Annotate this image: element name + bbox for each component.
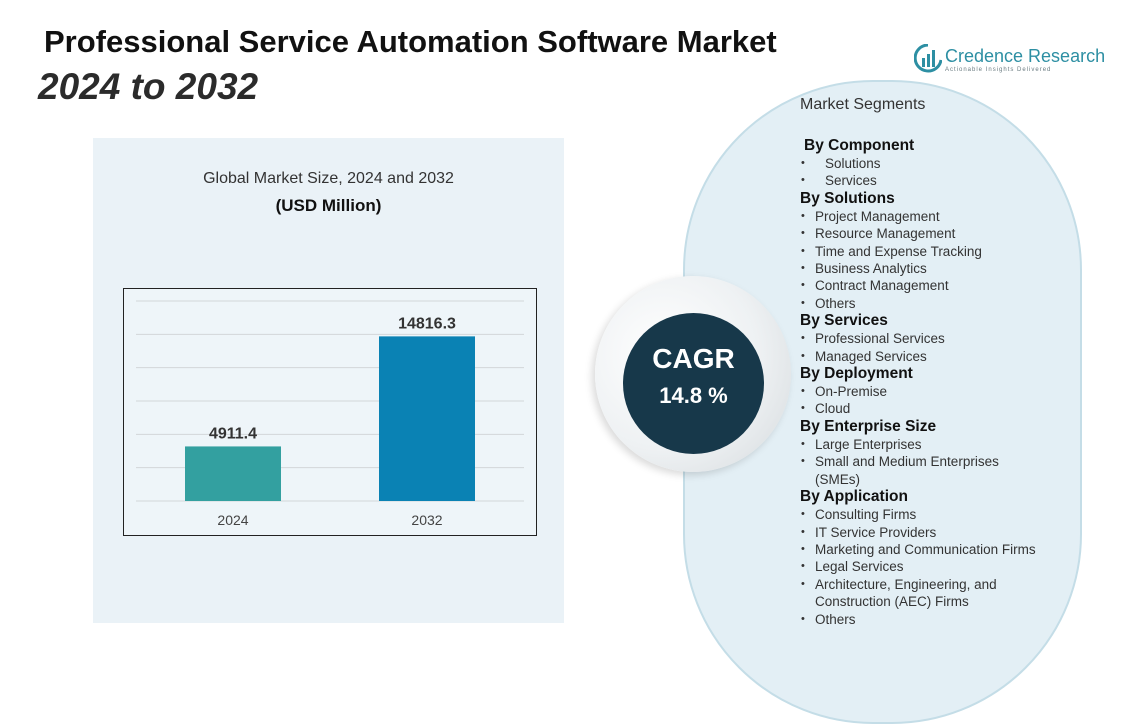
bar-chart: 4911.4 2024 14816.3 2032 [123, 288, 537, 536]
segment-item: Large Enterprises [800, 436, 1040, 454]
segment-item: Solutions [800, 155, 1040, 173]
segments-heading: Market Segments [800, 96, 926, 113]
segment-group-title: By Solutions [800, 189, 895, 207]
cagr-value: 14.8 % [659, 383, 728, 408]
segment-group-title: By Application [800, 488, 908, 506]
segment-item: Project Management [800, 208, 1040, 226]
bar-2032 [379, 336, 475, 501]
segment-item: Others [800, 295, 1040, 313]
bar-chart-logo-icon [914, 44, 942, 73]
chart-unit: (USD Million) [275, 196, 382, 215]
segment-group: By ServicesProfessional ServicesManaged … [800, 312, 1040, 365]
segment-group: By DeploymentOn-PremiseCloud [800, 365, 1040, 418]
segment-item: IT Service Providers [800, 524, 1040, 542]
segment-group: By ComponentSolutionsServices [800, 137, 1040, 190]
segment-item: Consulting Firms [800, 506, 1040, 524]
bar-2024 [185, 446, 281, 501]
cagr-label: CAGR [652, 343, 735, 374]
segment-group-title: By Component [804, 137, 915, 154]
page-subtitle: 2024 to 2032 [38, 66, 259, 107]
segment-group: By Enterprise SizeLarge EnterprisesSmall… [800, 418, 1040, 488]
segments-list: By ComponentSolutionsServicesBy Solution… [800, 137, 1040, 628]
segment-group: By ApplicationConsulting FirmsIT Service… [800, 488, 1040, 628]
cagr-badge: CAGR 14.8 % [623, 313, 764, 454]
segment-item: Managed Services [800, 348, 1040, 366]
x-tick-label: 2032 [411, 512, 442, 528]
segment-item: Professional Services [800, 330, 1040, 348]
segment-group-title: By Services [800, 312, 888, 330]
chart-caption: Global Market Size, 2024 and 2032 [203, 170, 454, 187]
page-title: Professional Service Automation Software… [44, 24, 777, 59]
chart-panel: Global Market Size, 2024 and 2032 (USD M… [93, 138, 564, 623]
segment-item: Business Analytics [800, 260, 1040, 278]
bar-chart-svg: 4911.4 2024 14816.3 2032 [136, 300, 524, 528]
segment-item: Cloud [800, 400, 1040, 418]
bar-value-label: 14816.3 [398, 315, 456, 332]
brand-logo: Credence Research Actionable Insights De… [914, 44, 1105, 78]
segment-group: By SolutionsProject ManagementResource M… [800, 189, 1040, 313]
segment-item: Resource Management [800, 225, 1040, 243]
segment-item: Small and Medium Enterprises (SMEs) [800, 453, 1040, 488]
segment-item: Contract Management [800, 277, 1040, 295]
segment-item: Marketing and Communication Firms [800, 541, 1040, 559]
segment-item: Architecture, Engineering, and Construct… [800, 576, 1040, 611]
logo-name: Credence Research [945, 46, 1106, 66]
segment-item: Time and Expense Tracking [800, 243, 1040, 261]
logo-tagline: Actionable Insights Delivered [945, 67, 1052, 73]
segment-group-title: By Deployment [800, 365, 913, 383]
bar-value-label: 4911.4 [209, 425, 257, 442]
segment-item: Others [800, 611, 1040, 629]
segment-group-title: By Enterprise Size [800, 417, 937, 435]
x-tick-label: 2024 [217, 512, 248, 528]
segment-item: Services [800, 172, 1040, 190]
segment-item: On-Premise [800, 383, 1040, 401]
segment-item: Legal Services [800, 558, 1040, 576]
